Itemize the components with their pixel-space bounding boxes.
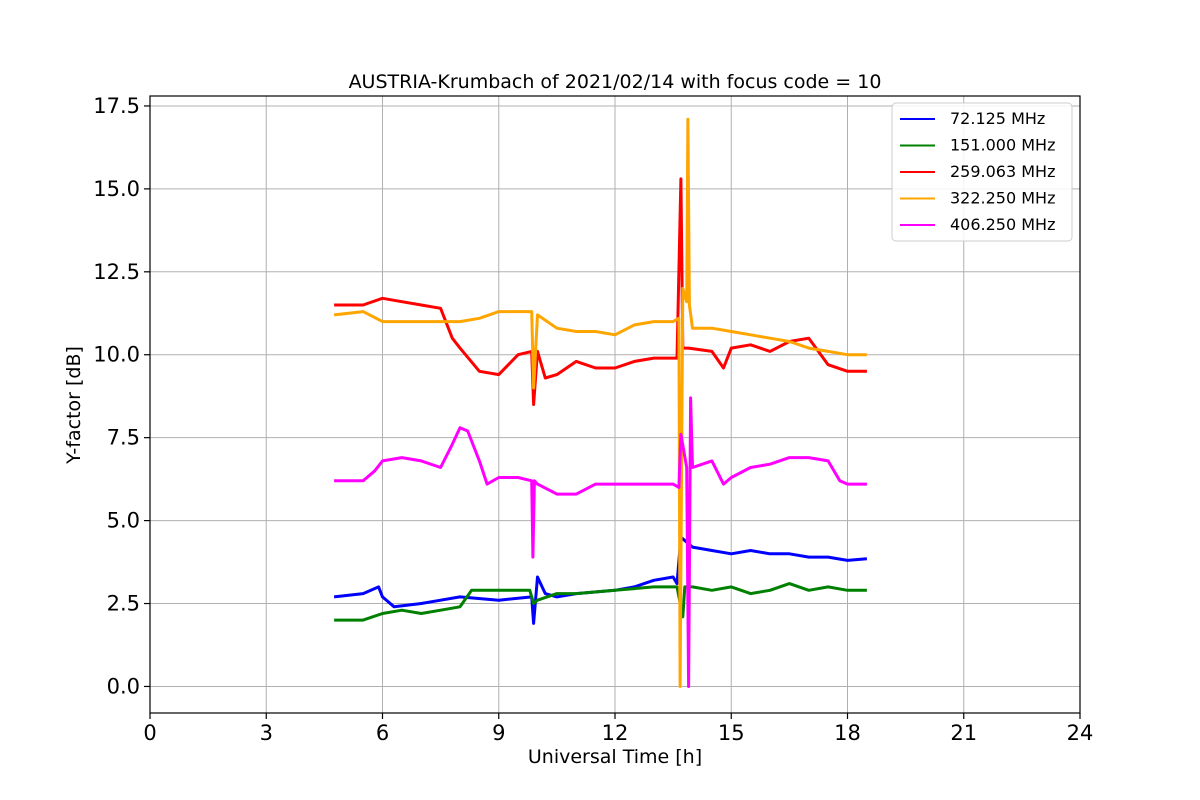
axis-ticks: 0 3 6 9 12 15 18 21 24 0.0 2.5 5.0 7.5 10.0 12.5 15.0 17… xyxy=(93,94,1093,745)
legend-label: 322.250 MHz xyxy=(950,189,1055,208)
x-tick-label: 9 xyxy=(492,721,505,745)
x-tick-label: 15 xyxy=(718,721,745,745)
y-tick-label: 10.0 xyxy=(93,343,140,367)
y-tick-label: 2.5 xyxy=(107,592,140,616)
series-line-259-063-mhz xyxy=(334,177,867,406)
grid xyxy=(149,96,1081,713)
legend-box xyxy=(891,102,1073,242)
series-group xyxy=(333,117,868,688)
y-tick-label: 7.5 xyxy=(107,426,140,450)
x-tick-label: 3 xyxy=(260,721,273,745)
legend-label: 72.125 MHz xyxy=(950,109,1045,128)
y-tick-label: 15.0 xyxy=(93,177,140,201)
x-tick-label: 24 xyxy=(1067,721,1094,745)
series-line-151-000-mhz xyxy=(334,582,867,622)
x-axis-label: Universal Time [h] xyxy=(528,746,702,768)
legend-label: 259.063 MHz xyxy=(950,162,1055,181)
x-tick-label: 12 xyxy=(602,721,629,745)
y-tick-label: 0.0 xyxy=(107,674,140,698)
legend-label: 406.250 MHz xyxy=(950,215,1055,234)
x-tick-label: 18 xyxy=(834,721,861,745)
legend: 72.125 MHz 151.000 MHz 259.063 MHz 322.250 … xyxy=(891,102,1073,242)
y-tick-label: 12.5 xyxy=(93,260,140,284)
chart-title: AUSTRIA-Krumbach of 2021/02/14 with focu… xyxy=(349,71,882,93)
x-tick-label: 6 xyxy=(376,721,389,745)
series-line-406-250-mhz xyxy=(334,396,867,688)
series-line-322-250-mhz xyxy=(333,117,867,688)
y-tick-label: 5.0 xyxy=(107,509,140,533)
x-tick-label: 21 xyxy=(950,721,977,745)
series-line-72-125-mhz xyxy=(333,535,868,625)
y-axis-label: Y-factor [dB] xyxy=(63,346,85,465)
x-tick-label: 0 xyxy=(143,721,156,745)
y-tick-label: 17.5 xyxy=(93,94,140,118)
legend-label: 151.000 MHz xyxy=(950,136,1055,155)
